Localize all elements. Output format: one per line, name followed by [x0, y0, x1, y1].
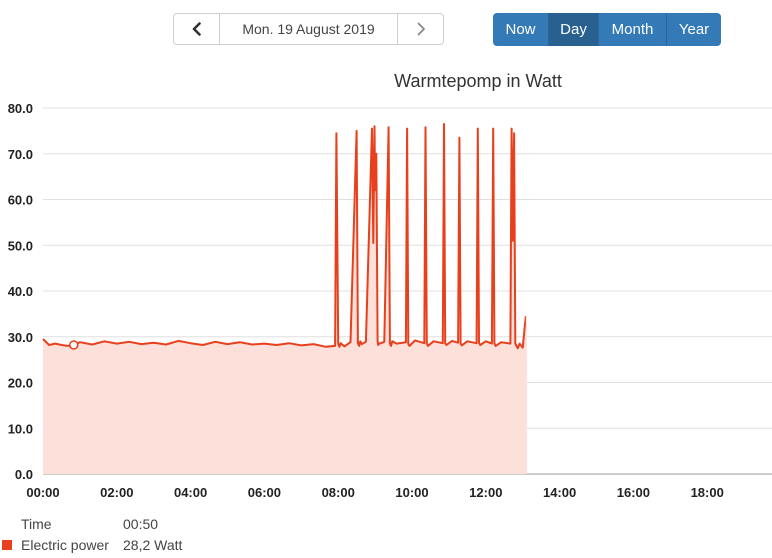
chevron-left-icon [192, 22, 201, 36]
date-navigator: Mon. 19 August 2019 [173, 13, 444, 45]
now-button[interactable]: Now [493, 13, 549, 46]
series-area [43, 124, 527, 474]
y-tick-label: 40.0 [8, 284, 33, 299]
y-tick-label: 70.0 [8, 147, 33, 162]
tooltip-time-value: 00:50 [123, 516, 159, 532]
tooltip-time-label: Time [21, 516, 52, 532]
x-tick-label: 06:00 [248, 485, 281, 500]
power-chart: Warmtepomp in Watt 0.0 10.0 20.0 30.0 40.0 50.… [8, 71, 772, 500]
tooltip-power-label: Electric power [21, 537, 109, 553]
series-line [42, 123, 527, 350]
previous-day-button[interactable] [174, 14, 220, 44]
y-tick-label: 0.0 [15, 467, 33, 482]
chart-tooltip: Time 00:50 Electric power 28,2 Watt [0, 514, 260, 556]
y-tick-label: 20.0 [8, 376, 33, 391]
x-tick-label: 08:00 [322, 485, 355, 500]
x-tick-label: 10:00 [395, 485, 428, 500]
current-date: Mon. 19 August 2019 [242, 21, 375, 37]
x-tick-label: 04:00 [174, 485, 207, 500]
chevron-right-icon [417, 22, 425, 36]
hover-point [69, 340, 79, 350]
x-tick-label: 14:00 [543, 485, 576, 500]
x-tick-label: 00:00 [26, 485, 59, 500]
y-tick-label: 50.0 [8, 238, 33, 253]
y-tick-label: 10.0 [8, 421, 33, 436]
series-color-swatch [2, 540, 12, 550]
next-day-button[interactable] [397, 14, 443, 44]
tooltip-time-row: Time 00:50 [0, 514, 260, 535]
x-tick-label: 12:00 [469, 485, 502, 500]
x-tick-label: 16:00 [617, 485, 650, 500]
day-button[interactable]: Day [549, 13, 599, 46]
year-button[interactable]: Year [667, 13, 721, 46]
y-tick-label: 30.0 [8, 330, 33, 345]
range-selector: Now Day Month Year [493, 13, 721, 46]
month-button[interactable]: Month [599, 13, 667, 46]
y-tick-label: 60.0 [8, 193, 33, 208]
y-tick-label: 80.0 [8, 101, 33, 116]
tooltip-power-row: Electric power 28,2 Watt [0, 535, 260, 556]
x-tick-label: 18:00 [691, 485, 724, 500]
tooltip-power-value: 28,2 Watt [123, 537, 183, 553]
chart-title: Warmtepomp in Watt [394, 71, 562, 91]
x-tick-label: 02:00 [100, 485, 133, 500]
